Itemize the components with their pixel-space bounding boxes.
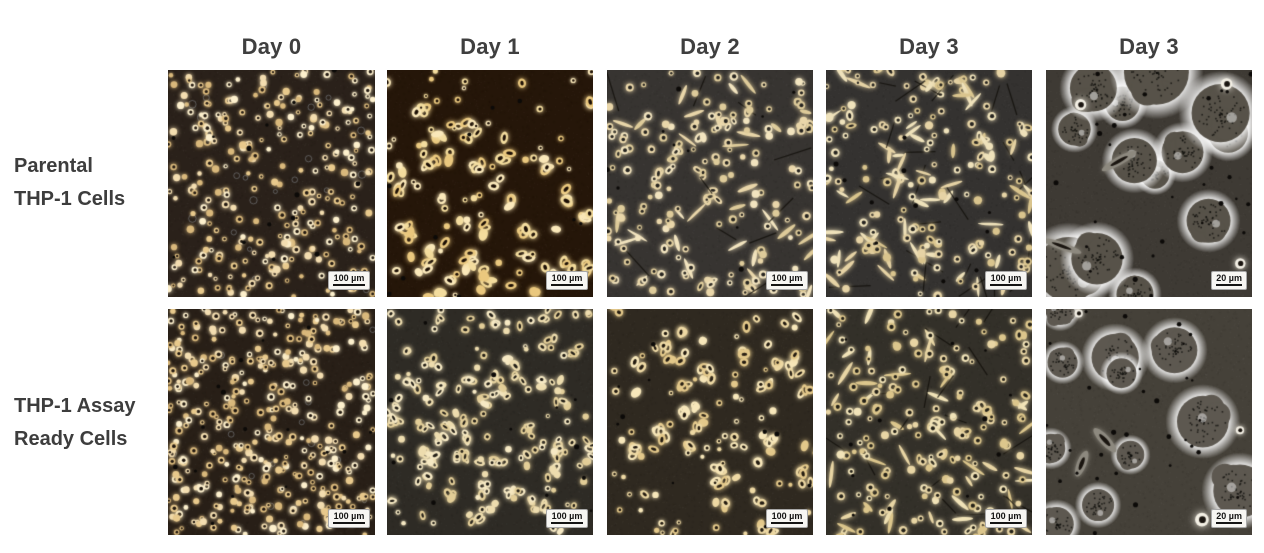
micrograph-parental-day3-highmag: 20 µm bbox=[1046, 70, 1252, 297]
micrograph-assayready-day3: 100 µm bbox=[826, 309, 1032, 535]
scale-bar: 100 µm bbox=[546, 271, 588, 290]
scale-bar-line bbox=[551, 522, 583, 524]
row-label-line1: Parental bbox=[14, 155, 93, 177]
scale-bar: 100 µm bbox=[766, 509, 808, 528]
micrograph-assayready-day3-highmag: 20 µm bbox=[1046, 309, 1252, 535]
scale-bar-line bbox=[1216, 522, 1242, 524]
micrograph-parental-day3: 100 µm bbox=[826, 70, 1032, 297]
scale-bar-line bbox=[333, 284, 365, 286]
scale-bar-label: 100 µm bbox=[551, 511, 583, 521]
scale-bar-line bbox=[1216, 284, 1242, 286]
micrograph-assayready-day2: 100 µm bbox=[607, 309, 813, 535]
row-label-line1: THP-1 Assay bbox=[14, 395, 136, 417]
micrograph-image bbox=[826, 309, 1032, 535]
micrograph-image bbox=[387, 70, 593, 297]
scale-bar-label: 100 µm bbox=[551, 273, 583, 283]
scale-bar-line bbox=[771, 522, 803, 524]
scale-bar-line bbox=[990, 522, 1022, 524]
scale-bar-line bbox=[333, 522, 365, 524]
micrograph-image bbox=[1046, 70, 1252, 297]
row-label-parental: Parental THP-1 Cells bbox=[14, 150, 164, 216]
micrograph-assayready-day0: 100 µm bbox=[168, 309, 375, 535]
scale-bar: 100 µm bbox=[328, 271, 370, 290]
column-header-day3-highmag: Day 3 bbox=[1119, 34, 1179, 59]
scale-bar: 100 µm bbox=[985, 509, 1027, 528]
micrograph-image bbox=[387, 309, 593, 535]
micrograph-parental-day2: 100 µm bbox=[607, 70, 813, 297]
scale-bar: 20 µm bbox=[1211, 271, 1247, 290]
scale-bar-line bbox=[551, 284, 583, 286]
scale-bar-label: 100 µm bbox=[771, 511, 803, 521]
column-header-day2: Day 2 bbox=[680, 34, 740, 59]
row-label-line2: Ready Cells bbox=[14, 428, 128, 450]
micrograph-image bbox=[607, 309, 813, 535]
scale-bar: 20 µm bbox=[1211, 509, 1247, 528]
scale-bar-label: 100 µm bbox=[990, 511, 1022, 521]
micrograph-parental-day0: 100 µm bbox=[168, 70, 375, 297]
micrograph-image bbox=[607, 70, 813, 297]
micrograph-image bbox=[826, 70, 1032, 297]
scale-bar-label: 20 µm bbox=[1216, 511, 1242, 521]
scale-bar-line bbox=[771, 284, 803, 286]
scale-bar-label: 20 µm bbox=[1216, 273, 1242, 283]
column-header-day3: Day 3 bbox=[899, 34, 959, 59]
scale-bar-label: 100 µm bbox=[771, 273, 803, 283]
column-header-day1: Day 1 bbox=[460, 34, 520, 59]
scale-bar: 100 µm bbox=[546, 509, 588, 528]
micrograph-parental-day1: 100 µm bbox=[387, 70, 593, 297]
scale-bar: 100 µm bbox=[985, 271, 1027, 290]
scale-bar-label: 100 µm bbox=[990, 273, 1022, 283]
scale-bar: 100 µm bbox=[328, 509, 370, 528]
column-header-day0: Day 0 bbox=[241, 34, 302, 59]
scale-bar-label: 100 µm bbox=[333, 511, 365, 521]
scale-bar-line bbox=[990, 284, 1022, 286]
micrograph-image bbox=[168, 309, 375, 535]
row-label-assay-ready: THP-1 Assay Ready Cells bbox=[14, 390, 164, 456]
micrograph-image bbox=[168, 70, 375, 297]
micrograph-image bbox=[1046, 309, 1252, 535]
row-label-line2: THP-1 Cells bbox=[14, 188, 126, 210]
scale-bar-label: 100 µm bbox=[333, 273, 365, 283]
micrograph-assayready-day1: 100 µm bbox=[387, 309, 593, 535]
scale-bar: 100 µm bbox=[766, 271, 808, 290]
